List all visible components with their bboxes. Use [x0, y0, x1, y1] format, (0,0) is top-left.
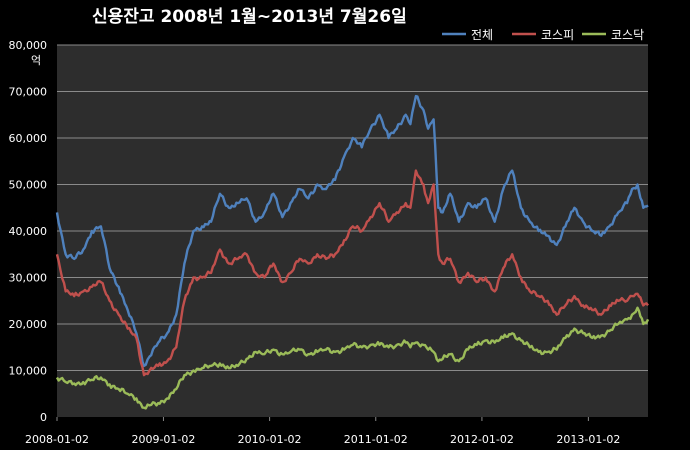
x-tick-label: 2011-01-02 [344, 433, 408, 446]
y-tick-label: 40,000 [9, 225, 48, 238]
series-line-3 [55, 306, 650, 410]
y-tick-label: 70,000 [9, 86, 48, 99]
x-tick-label: 2012-01-02 [450, 433, 514, 446]
y-tick-label: 60,000 [9, 132, 48, 145]
y-tick-label: 10,000 [9, 365, 48, 378]
y-tick-label: 20,000 [9, 318, 48, 331]
series-lines [55, 94, 650, 410]
x-tick-label: 2008-01-02 [25, 433, 89, 446]
x-tick-label: 2013-01-02 [556, 433, 620, 446]
legend: 전체 코스피 코스닥 [442, 28, 644, 42]
legend-label: 전체 [471, 28, 493, 42]
series-line-1 [55, 94, 649, 368]
y-tick-label: 80,000 [9, 39, 48, 52]
y-axis-ticks: 0 10,000 20,000 30,000 40,000 50,000 60,000 70,… [9, 39, 48, 424]
y-tick-label: 0 [40, 411, 47, 424]
y-tick-label: 50,000 [9, 179, 48, 192]
y-tick-label: 30,000 [9, 272, 48, 285]
legend-label: 코스피 [541, 28, 574, 42]
gridlines [57, 44, 648, 371]
y-axis-unit-label: 억 [31, 54, 41, 67]
x-tick-label: 2010-01-02 [238, 433, 302, 446]
chart-title: 신용잔고 2008년 1월~2013년 7월26일 [92, 7, 407, 27]
series-line-2 [55, 169, 649, 377]
x-axis-ticks: 2008-01-02 2009-01-02 2010-01-02 2011-01-02… [25, 417, 620, 446]
legend-label: 코스닥 [611, 28, 644, 42]
x-tick-label: 2009-01-02 [131, 433, 195, 446]
